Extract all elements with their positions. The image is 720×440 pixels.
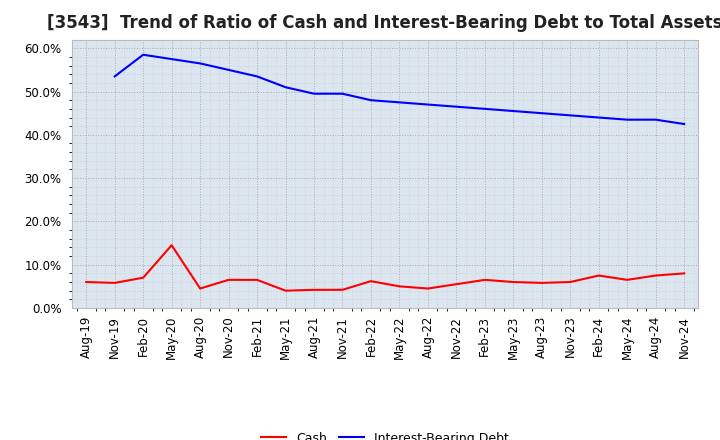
Interest-Bearing Debt	[196, 61, 204, 66]
Cash	[167, 242, 176, 248]
Cash	[82, 279, 91, 285]
Interest-Bearing Debt	[139, 52, 148, 57]
Interest-Bearing Debt	[566, 113, 575, 118]
Legend: Cash, Interest-Bearing Debt: Cash, Interest-Bearing Debt	[256, 427, 514, 440]
Cash	[366, 279, 375, 284]
Cash	[196, 286, 204, 291]
Cash	[282, 288, 290, 293]
Line: Cash: Cash	[86, 245, 684, 291]
Interest-Bearing Debt	[480, 106, 489, 111]
Title: [3543]  Trend of Ratio of Cash and Interest-Bearing Debt to Total Assets: [3543] Trend of Ratio of Cash and Intere…	[48, 15, 720, 33]
Cash	[310, 287, 318, 293]
Cash	[225, 277, 233, 282]
Cash	[595, 273, 603, 278]
Cash	[480, 277, 489, 282]
Cash	[537, 280, 546, 286]
Cash	[338, 287, 347, 293]
Interest-Bearing Debt	[167, 56, 176, 62]
Interest-Bearing Debt	[310, 91, 318, 96]
Interest-Bearing Debt	[253, 74, 261, 79]
Interest-Bearing Debt	[452, 104, 461, 109]
Interest-Bearing Debt	[225, 67, 233, 73]
Cash	[623, 277, 631, 282]
Cash	[139, 275, 148, 280]
Interest-Bearing Debt	[366, 98, 375, 103]
Cash	[423, 286, 432, 291]
Line: Interest-Bearing Debt: Interest-Bearing Debt	[114, 55, 684, 124]
Interest-Bearing Debt	[395, 100, 404, 105]
Cash	[253, 277, 261, 282]
Cash	[110, 280, 119, 286]
Interest-Bearing Debt	[652, 117, 660, 122]
Interest-Bearing Debt	[537, 110, 546, 116]
Interest-Bearing Debt	[282, 84, 290, 90]
Cash	[566, 279, 575, 285]
Cash	[680, 271, 688, 276]
Cash	[395, 284, 404, 289]
Cash	[452, 282, 461, 287]
Interest-Bearing Debt	[338, 91, 347, 96]
Interest-Bearing Debt	[595, 115, 603, 120]
Interest-Bearing Debt	[509, 108, 518, 114]
Cash	[509, 279, 518, 285]
Interest-Bearing Debt	[423, 102, 432, 107]
Interest-Bearing Debt	[680, 121, 688, 127]
Interest-Bearing Debt	[623, 117, 631, 122]
Cash	[652, 273, 660, 278]
Interest-Bearing Debt	[110, 74, 119, 79]
